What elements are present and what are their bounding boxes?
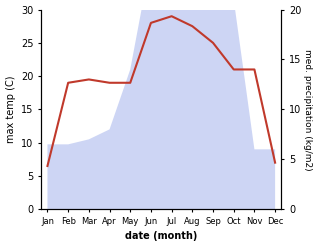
X-axis label: date (month): date (month) bbox=[125, 231, 197, 242]
Y-axis label: med. precipitation (kg/m2): med. precipitation (kg/m2) bbox=[303, 49, 313, 170]
Y-axis label: max temp (C): max temp (C) bbox=[5, 76, 16, 143]
